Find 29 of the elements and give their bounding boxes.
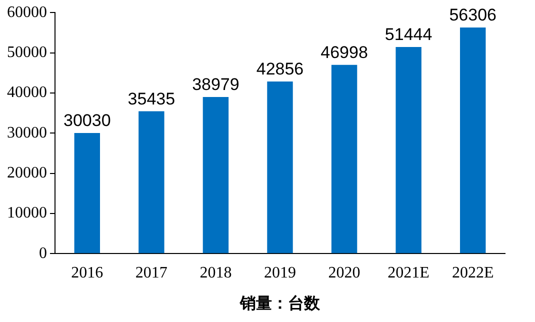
x-tick-label: 2021E xyxy=(388,264,430,282)
x-axis-title: 销量：台数 xyxy=(239,294,321,313)
bar xyxy=(396,46,422,254)
y-tick-label: 50000 xyxy=(7,44,47,61)
x-tick-label: 2018 xyxy=(200,264,232,282)
bar xyxy=(74,132,100,254)
data-label: 35435 xyxy=(128,89,176,108)
y-tick-label: 40000 xyxy=(7,84,47,102)
x-tick-label: 2020 xyxy=(328,264,360,282)
y-tick-label: 60000 xyxy=(7,4,47,21)
bar xyxy=(267,81,293,254)
y-tick-label: 0 xyxy=(39,244,47,262)
y-tick-label: 30000 xyxy=(7,124,47,142)
data-label: 51444 xyxy=(384,25,432,44)
y-tick-label: 20000 xyxy=(7,164,47,182)
x-tick-label: 2022E xyxy=(452,264,494,282)
bar xyxy=(460,27,486,254)
data-label: 42856 xyxy=(256,60,304,79)
data-label: 38979 xyxy=(192,75,240,94)
bar xyxy=(202,97,229,254)
x-tick-label: 2016 xyxy=(71,264,104,282)
x-tick-label: 2017 xyxy=(135,264,168,282)
data-label: 30030 xyxy=(64,111,111,130)
x-tick-label: 2019 xyxy=(264,264,296,282)
bar xyxy=(331,64,358,254)
y-tick-label: 10000 xyxy=(7,204,47,222)
bar xyxy=(138,111,164,254)
data-label: 46998 xyxy=(320,43,368,62)
data-label: 56306 xyxy=(449,6,496,25)
